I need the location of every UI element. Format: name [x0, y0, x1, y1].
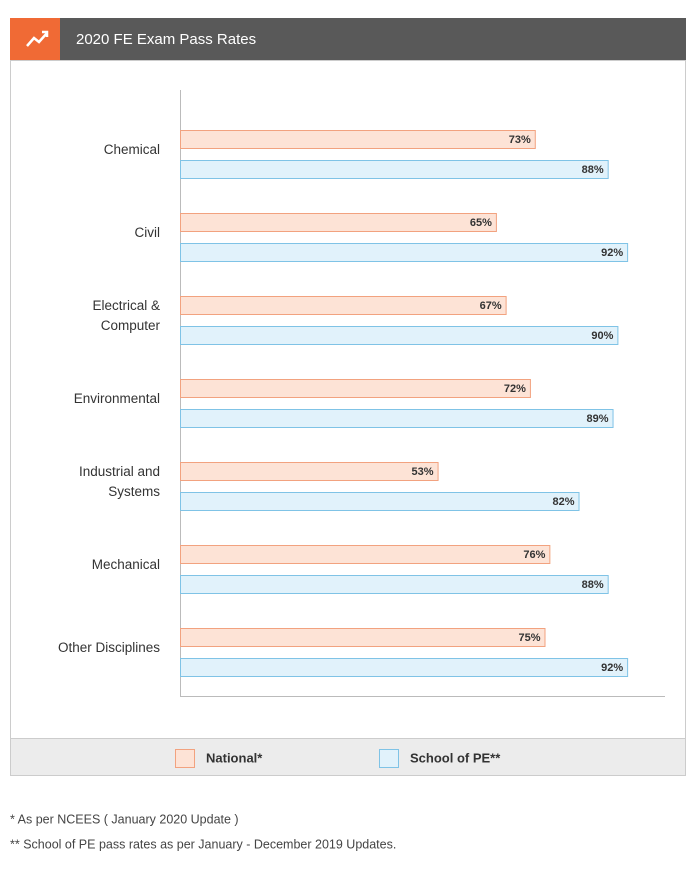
value-label: 88% [582, 164, 604, 176]
value-label: 90% [591, 330, 613, 342]
bar [180, 575, 609, 594]
value-label: 88% [582, 579, 604, 591]
bar [180, 243, 629, 262]
legend-label: National* [206, 750, 263, 765]
value-label: 92% [601, 662, 623, 674]
bar [180, 296, 507, 315]
legend-bg [11, 738, 685, 775]
bar [180, 492, 580, 511]
value-label: 73% [509, 134, 531, 146]
category-label: Industrial and Systems [78, 464, 160, 499]
footnote: ** School of PE pass rates as per Januar… [10, 837, 396, 851]
value-label: 65% [470, 217, 492, 229]
category-label: Environmental [73, 391, 160, 406]
legend-swatch [175, 749, 195, 768]
chart-title: 2020 FE Exam Pass Rates [76, 31, 256, 48]
header-icon-arrow [42, 30, 49, 37]
bar [180, 545, 551, 564]
value-label: 92% [601, 247, 623, 259]
category-label: Other Disciplines [57, 640, 160, 655]
panel [10, 60, 686, 776]
bar [180, 409, 614, 428]
bar [180, 658, 629, 677]
value-label: 72% [504, 383, 526, 395]
value-label: 67% [480, 300, 502, 312]
legend-label: School of PE** [410, 750, 501, 765]
bar [180, 628, 546, 647]
footnote: * As per NCEES ( January 2020 Update ) [10, 812, 239, 826]
category-label: Civil [134, 225, 161, 240]
value-label: 89% [587, 413, 609, 425]
category-label: Electrical & Computer [92, 298, 160, 333]
category-label: Chemical [103, 142, 160, 157]
bar [180, 462, 439, 481]
bar [180, 326, 619, 345]
header-bar [10, 18, 686, 60]
bar [180, 130, 536, 149]
bar [180, 213, 497, 232]
bar [180, 160, 609, 179]
value-label: 53% [412, 466, 434, 478]
value-label: 82% [552, 496, 574, 508]
category-label: Mechanical [91, 557, 160, 572]
bar [180, 379, 531, 398]
header-icon [26, 32, 48, 47]
value-label: 76% [523, 549, 545, 561]
value-label: 75% [518, 632, 540, 644]
legend-swatch [379, 749, 399, 768]
